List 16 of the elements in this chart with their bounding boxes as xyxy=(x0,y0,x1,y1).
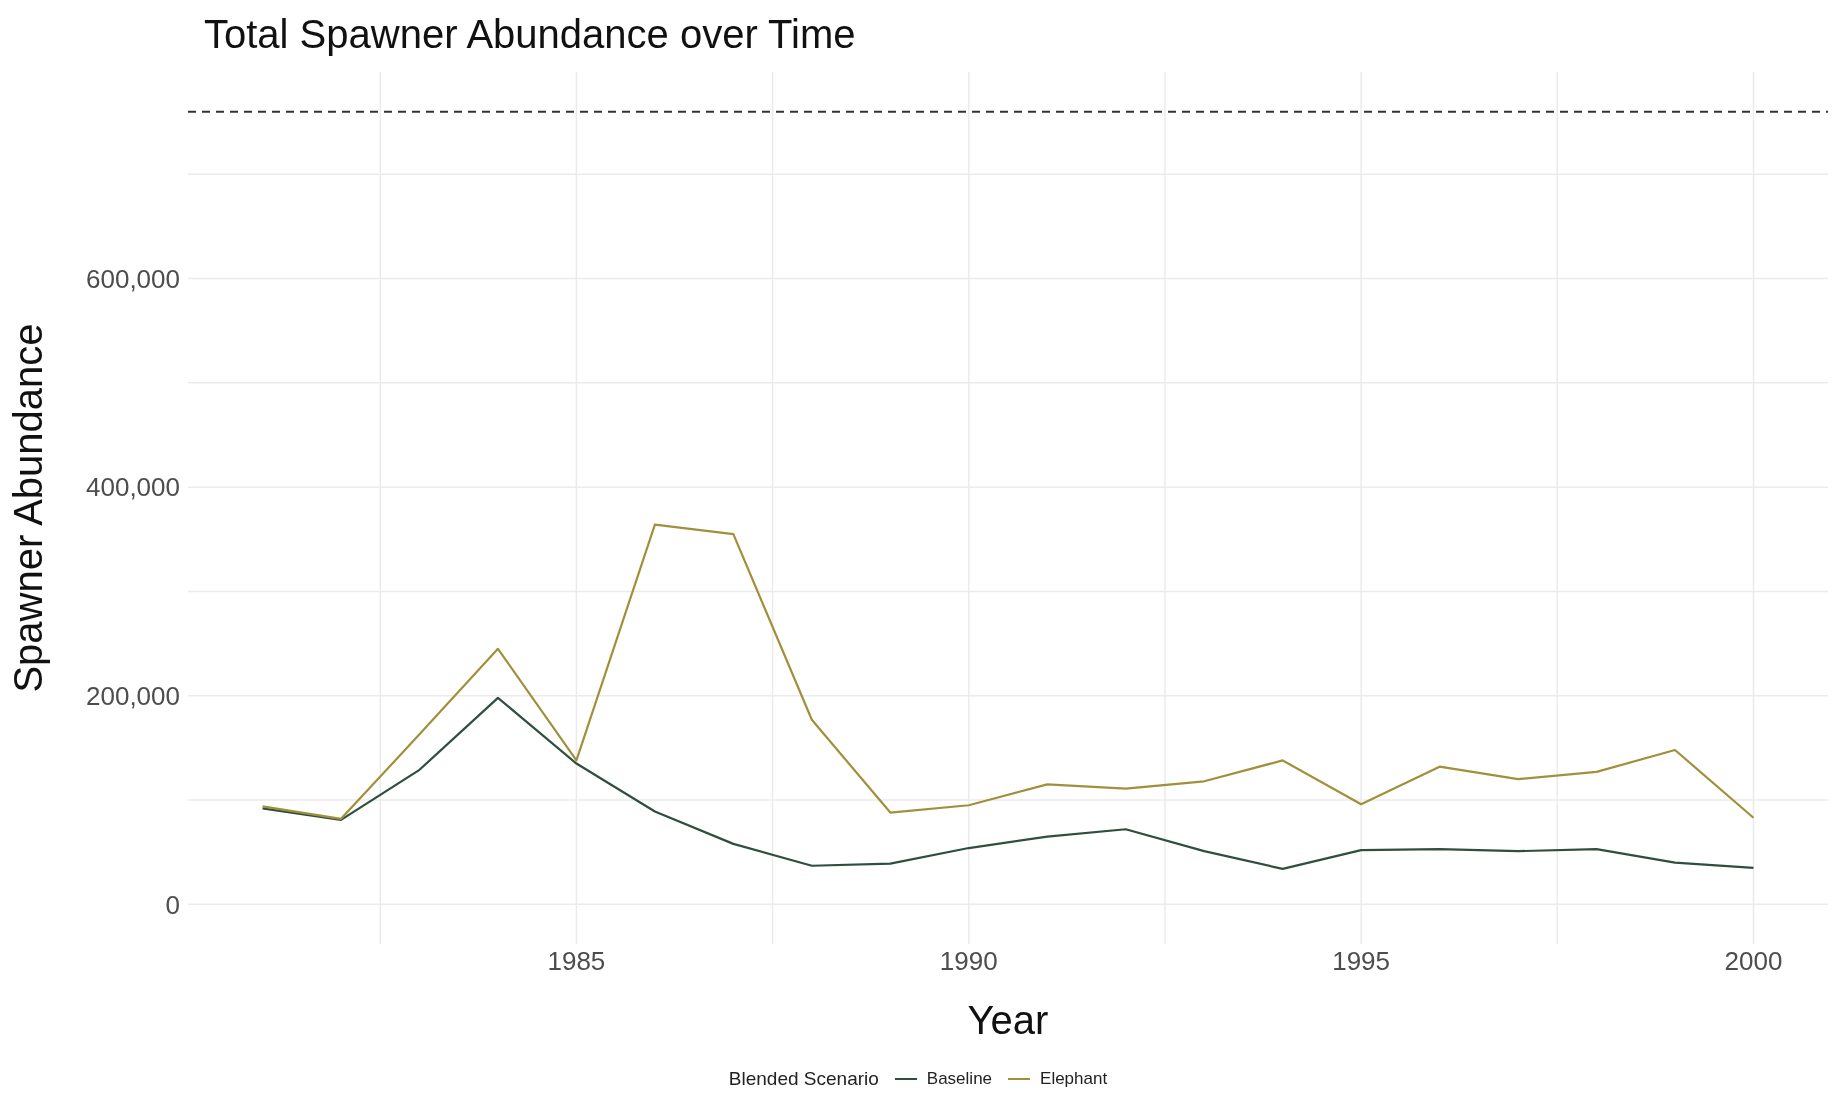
y-tick-label: 400,000 xyxy=(86,472,180,503)
x-tick-label: 2000 xyxy=(1724,946,1783,977)
legend-label: Baseline xyxy=(926,1069,993,1089)
legend-label: Elephant xyxy=(1040,1069,1108,1089)
line-series xyxy=(261,523,1755,820)
y-axis-title: Spawner Abundance xyxy=(6,323,51,693)
x-tick-label: 1995 xyxy=(1332,946,1391,977)
legend-title: Blended Scenario xyxy=(728,1068,879,1090)
x-tick-label: 1985 xyxy=(547,946,606,977)
chart-title: Total Spawner Abundance over Time xyxy=(203,11,857,58)
line-series xyxy=(261,696,1755,870)
x-axis-title: Year xyxy=(967,998,1049,1042)
x-tick-label: 1990 xyxy=(939,946,998,977)
y-tick-label: 200,000 xyxy=(86,680,180,711)
y-tick-label: 0 xyxy=(165,889,180,920)
y-tick-label: 600,000 xyxy=(86,263,180,294)
